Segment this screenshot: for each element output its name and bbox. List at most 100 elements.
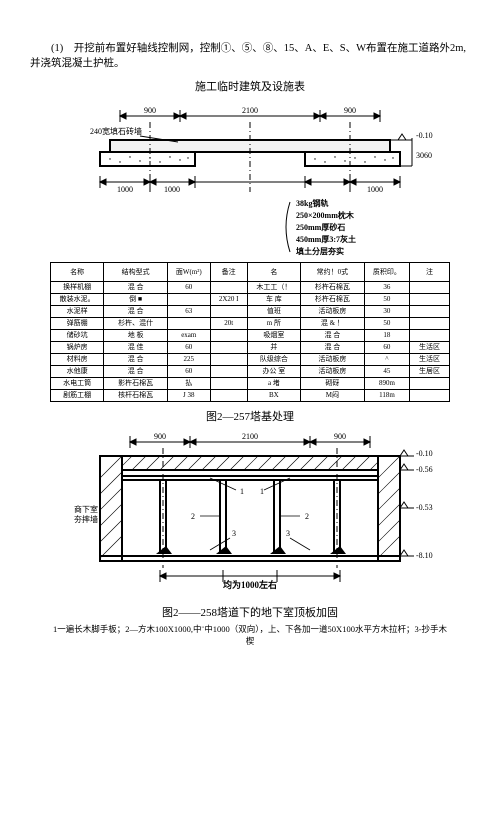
table-cell [410,282,450,294]
svg-text:1000: 1000 [164,185,180,194]
table-row: 水他康混 合60办公 室活动板房45生居区 [51,366,450,378]
table-cell: 办公 室 [247,366,300,378]
table-cell: 払 [168,378,211,390]
svg-text:-0.10: -0.10 [416,449,433,458]
table-cell: 60 [168,366,211,378]
table-cell: 弹筋棚 [51,318,104,330]
svg-text:均为1000左右: 均为1000左右 [223,579,277,590]
table-cell: 生活区 [410,342,450,354]
svg-text:900: 900 [144,106,156,115]
table-cell [210,354,247,366]
table-cell [210,390,247,402]
svg-text:1000: 1000 [117,185,133,194]
svg-text:-0.10: -0.10 [416,131,433,140]
svg-text:3: 3 [232,529,236,538]
table-cell [410,306,450,318]
table-cell: 吸烟室 [247,330,300,342]
table-cell: exam [168,330,211,342]
table-row: 换样机棚混 合60木工工（！杉杵石棉瓦36 [51,282,450,294]
svg-text:-8.10: -8.10 [416,551,433,560]
table-cell: 杉杵石棉瓦 [300,294,364,306]
svg-text:-0.56: -0.56 [416,465,433,474]
svg-text:900: 900 [344,106,356,115]
table-cell: m 所 [247,318,300,330]
svg-text:240宽填石砖墙: 240宽填石砖墙 [90,126,142,136]
table-cell: 杉杵石棉瓦 [300,282,364,294]
svg-text:450mm厚3:7灰土: 450mm厚3:7灰土 [296,234,356,244]
table-row: 剧筋工棚核杆石棉瓦J 38BXM闷118m [51,390,450,402]
table-cell: 并 [247,342,300,354]
svg-text:2: 2 [305,512,309,521]
table-cell [210,306,247,318]
table-cell: 50 [364,294,409,306]
fig2-left-label-1: 商下室 [74,504,98,514]
table-cell: 50 [364,318,409,330]
table-cell: 18 [364,330,409,342]
table-row: 水电工筒影杵石棉瓦払a 堵砌砑890m [51,378,450,390]
table-header: 名 [247,263,300,282]
table-cell: 队级综合 [247,354,300,366]
table-cell [210,366,247,378]
svg-text:1: 1 [260,487,264,496]
table-cell: 2X20 I [210,294,247,306]
svg-text:38kg钢轨: 38kg钢轨 [296,198,328,208]
table-cell: 核杆石棉瓦 [104,390,168,402]
table-header: 常约！0式 [300,263,364,282]
table-cell: 换样机棚 [51,282,104,294]
table-cell: 值班 [247,306,300,318]
table-header: 结构型式 [104,263,168,282]
table-cell: 倒 ■ [104,294,168,306]
svg-text:2: 2 [191,512,195,521]
figure-2-caption: 图2——258塔道下的地下室顶板加固 [30,604,470,620]
table-cell [210,330,247,342]
table-cell [410,378,450,390]
svg-text:填土分层夯实: 填土分层夯实 [296,246,344,256]
paragraph-intro: (1) 开挖前布置好轴线控制网，控制①、⑤、⑧、15、A、E、S、W布置在施工道… [30,41,470,73]
table-cell: 890m [364,378,409,390]
table-row: 水泥样混 合63值班活动板房30 [51,306,450,318]
table-cell: 生居区 [410,366,450,378]
svg-text:900: 900 [154,432,166,441]
facility-table: 名称结构型式面W(m²)备注名常约！0式质积印。注 换样机棚混 合60木工工（！… [50,262,450,402]
table-cell [210,342,247,354]
table-cell: 混 合 [300,330,364,342]
table-cell: 砌砑 [300,378,364,390]
table-header: 名称 [51,263,104,282]
table-cell: 水电工筒 [51,378,104,390]
table-cell [410,318,450,330]
figure-1-caption: 图2—257塔基处理 [30,408,470,424]
table-cell: 木工工（！ [247,282,300,294]
table-cell: 混 合 [104,306,168,318]
table-cell [410,390,450,402]
table-cell: 地 板 [104,330,168,342]
fig2-left-label-2: 夯摔墙 [74,514,98,524]
table-cell [410,330,450,342]
table-cell: 30 [364,306,409,318]
svg-text:3: 3 [286,529,290,538]
table-cell: 活动板房 [300,354,364,366]
table-header: 面W(m²) [168,263,211,282]
svg-text:2100: 2100 [242,106,258,115]
table-cell [210,282,247,294]
table-title: 施工临时建筑及设施表 [30,78,470,94]
table-header: 质积印。 [364,263,409,282]
table-cell [168,318,211,330]
table-cell: 混 合 [104,354,168,366]
table-cell: 混 合 [300,342,364,354]
svg-text:1000: 1000 [367,185,383,194]
table-cell: 车 库 [247,294,300,306]
table-cell: 活动板房 [300,306,364,318]
table-cell: J 38 [168,390,211,402]
table-row: 弹筋棚杉杵、混什20tm 所混 & ！50 [51,318,450,330]
table-cell: 混 佳 [104,342,168,354]
table-cell: 水泥样 [51,306,104,318]
table-cell: 60 [364,342,409,354]
svg-text:-0.53: -0.53 [416,503,433,512]
table-row: 锅炉房混 佳60并混 合60生活区 [51,342,450,354]
table-cell: 影杵石棉瓦 [104,378,168,390]
table-cell: 材料房 [51,354,104,366]
table-cell: ^ [364,354,409,366]
table-cell: 混 合 [104,282,168,294]
table-cell [168,294,211,306]
svg-text:3060: 3060 [416,151,432,160]
